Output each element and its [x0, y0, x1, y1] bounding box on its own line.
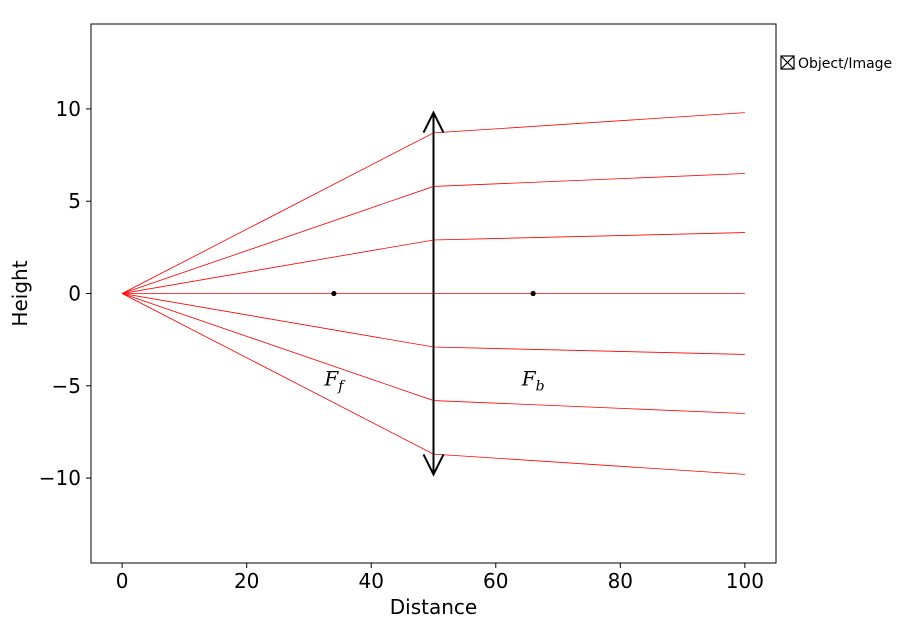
- y-tick-label-5: 5: [68, 189, 81, 213]
- legend: Object/Image: [780, 55, 892, 72]
- x-tick-label-20: 20: [234, 569, 259, 593]
- y-tick-label--5: −5: [52, 374, 81, 398]
- x-axis-label: Distance: [390, 595, 477, 619]
- legend-entry-object-image: Object/Image: [798, 56, 892, 72]
- y-tick-label-0: 0: [68, 282, 81, 306]
- x-axis-ticks: 0 20 40 60 80 100: [116, 563, 764, 593]
- x-tick-label-100: 100: [726, 569, 764, 593]
- square-x-icon: [780, 55, 795, 70]
- x-tick-label-60: 60: [483, 569, 508, 593]
- focal-label-front: Ff: [323, 366, 346, 394]
- x-tick-label-0: 0: [116, 569, 129, 593]
- focal-point-back: [530, 290, 536, 297]
- y-tick-label-10: 10: [56, 97, 81, 121]
- lens-arrowhead-top: [422, 110, 445, 134]
- x-tick-label-40: 40: [359, 569, 384, 593]
- y-tick-label--10: −10: [39, 466, 81, 490]
- y-axis-label: Height: [8, 260, 32, 326]
- lens-arrowhead-bottom: [422, 453, 445, 477]
- focal-point-front: [331, 290, 337, 297]
- lens: [422, 110, 445, 477]
- focal-label-back: Fb: [521, 366, 545, 394]
- focal-point-group: Ff Fb: [323, 290, 545, 394]
- y-axis-ticks: −10 −5 0 5 10: [39, 97, 91, 490]
- x-tick-label-80: 80: [608, 569, 633, 593]
